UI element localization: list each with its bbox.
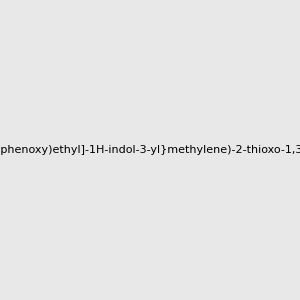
- Text: 5-({1-[2-(4-bromophenoxy)ethyl]-1H-indol-3-yl}methylene)-2-thioxo-1,3-thiazolidi: 5-({1-[2-(4-bromophenoxy)ethyl]-1H-indol…: [0, 145, 300, 155]
